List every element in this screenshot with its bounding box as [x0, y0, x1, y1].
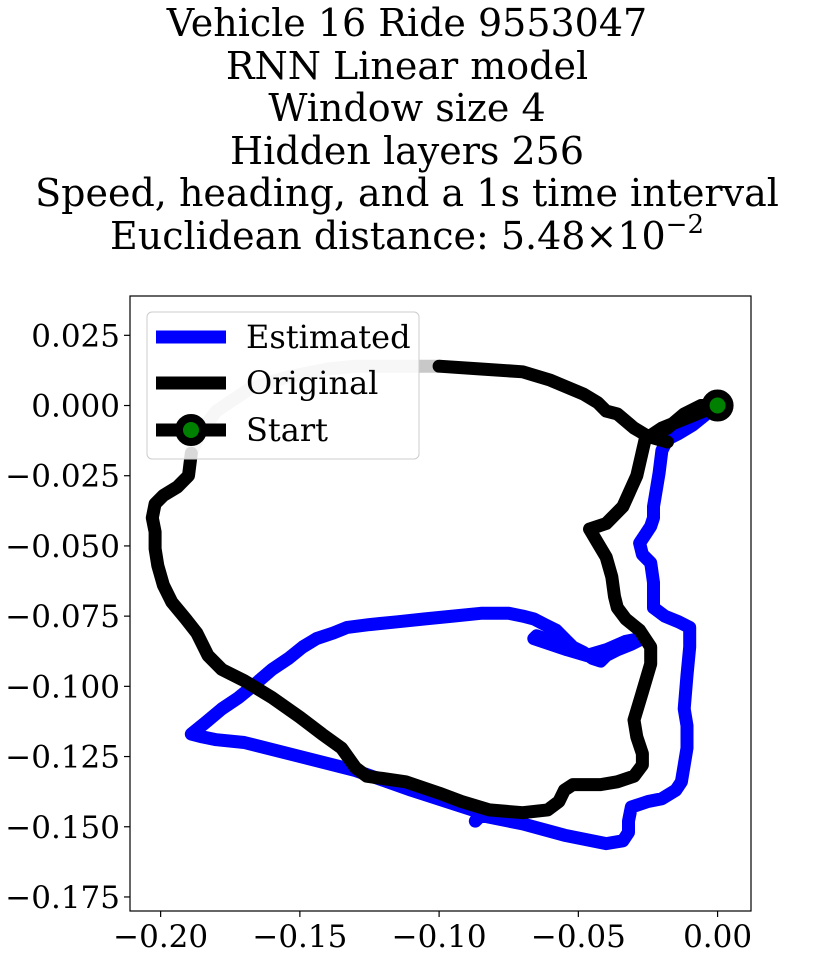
original-series-line	[145, 359, 725, 820]
title-line-1: Vehicle 16 Ride 9553047	[166, 1, 648, 45]
title-line-4: Hidden layers 256	[229, 128, 585, 173]
x-tick-label: −0.05	[531, 919, 626, 955]
legend-label: Start	[246, 411, 328, 449]
legend-label: Original	[246, 364, 378, 402]
chart-title: Vehicle 16 Ride 9553047 RNN Linear model…	[0, 0, 814, 257]
y-tick-label: −0.150	[5, 810, 120, 846]
y-tick-label: 0.025	[31, 318, 120, 354]
title-metric-times: ×	[585, 213, 618, 258]
x-axis: −0.20 −0.15 −0.10 −0.05 0.00	[113, 911, 752, 955]
y-tick-label: −0.050	[5, 529, 120, 565]
legend-label: Estimated	[246, 318, 411, 356]
estimated-series-line	[184, 399, 725, 851]
y-tick-label: −0.025	[5, 459, 120, 495]
x-tick-label: −0.15	[252, 919, 347, 955]
legend-box	[146, 311, 420, 460]
legend: Estimated Original Start	[146, 311, 420, 460]
x-tick-label: −0.20	[113, 919, 208, 955]
y-tick-label: 0.000	[31, 389, 120, 425]
y-tick-label: −0.125	[5, 740, 120, 776]
legend-marker	[175, 414, 207, 446]
title-metric-label: Euclidean distance: 5.48	[110, 213, 586, 258]
title-metric-base: 10	[617, 213, 666, 258]
axes-frame	[129, 295, 752, 912]
x-tick-label: −0.10	[392, 919, 487, 955]
y-tick-label: −0.175	[5, 880, 120, 916]
title-line-3: Window size 4	[268, 86, 546, 130]
y-tick-label: −0.100	[5, 669, 120, 705]
start-marker	[701, 389, 734, 422]
title-line-2: RNN Linear model	[225, 43, 589, 88]
title-line-5: Speed, heading, and a 1s time interval	[35, 171, 779, 215]
y-axis: 0.025 0.000 −0.025 −0.050 −0.075 −0.100 −0.125…	[5, 318, 130, 916]
y-tick-label: −0.075	[5, 599, 120, 635]
x-tick-label: 0.00	[683, 919, 752, 955]
title-metric-exponent: −2	[665, 209, 704, 240]
title-metric-line: Euclidean distance: 5.48×10−2	[0, 212, 814, 258]
